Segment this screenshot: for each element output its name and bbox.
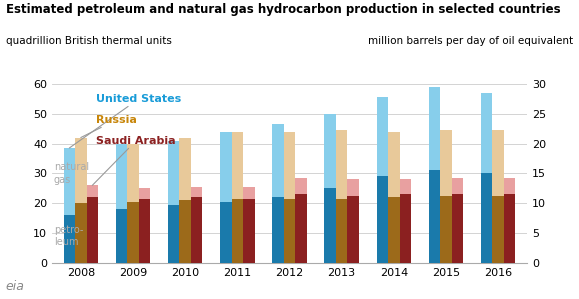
Bar xyxy=(336,199,347,263)
Bar xyxy=(179,138,191,200)
Bar xyxy=(284,199,295,263)
Bar xyxy=(295,178,307,194)
Bar xyxy=(295,194,307,263)
Bar xyxy=(400,194,411,263)
Bar xyxy=(127,202,139,263)
Bar xyxy=(116,144,127,209)
Bar xyxy=(429,87,440,170)
Bar xyxy=(75,138,86,203)
Bar xyxy=(452,194,463,263)
Text: Russia: Russia xyxy=(81,115,137,138)
Bar xyxy=(243,187,255,199)
Bar xyxy=(75,203,86,263)
Bar xyxy=(232,132,243,199)
Bar xyxy=(493,130,504,196)
Text: million barrels per day of oil equivalent: million barrels per day of oil equivalen… xyxy=(368,36,573,46)
Bar xyxy=(64,215,75,263)
Bar xyxy=(139,188,150,199)
Bar xyxy=(347,196,359,263)
Bar xyxy=(168,205,179,263)
Bar xyxy=(376,97,388,176)
Bar xyxy=(86,197,98,263)
Bar xyxy=(86,185,98,197)
Bar xyxy=(376,176,388,263)
Bar xyxy=(452,178,463,194)
Bar xyxy=(272,197,284,263)
Text: eia: eia xyxy=(6,280,25,293)
Bar xyxy=(116,209,127,263)
Bar xyxy=(243,199,255,263)
Bar xyxy=(191,187,203,197)
Text: Saudi Arabia: Saudi Arabia xyxy=(92,135,176,185)
Bar xyxy=(284,132,295,199)
Bar xyxy=(220,132,232,202)
Bar xyxy=(481,173,493,263)
Bar xyxy=(220,202,232,263)
Bar xyxy=(127,144,139,202)
Text: quadrillion British thermal units: quadrillion British thermal units xyxy=(6,36,171,46)
Bar xyxy=(336,130,347,199)
Bar xyxy=(324,188,336,263)
Bar xyxy=(504,178,515,194)
Bar xyxy=(440,130,452,196)
Bar xyxy=(232,199,243,263)
Text: natural
gas: natural gas xyxy=(54,162,89,184)
Bar xyxy=(429,170,440,263)
Bar xyxy=(179,200,191,263)
Bar xyxy=(504,194,515,263)
Bar xyxy=(493,196,504,263)
Text: petro-
leum: petro- leum xyxy=(54,225,83,247)
Text: Estimated petroleum and natural gas hydrocarbon production in selected countries: Estimated petroleum and natural gas hydr… xyxy=(6,3,560,16)
Text: United States: United States xyxy=(69,94,182,148)
Bar xyxy=(64,148,75,215)
Bar xyxy=(347,179,359,196)
Bar xyxy=(272,124,284,197)
Bar xyxy=(440,196,452,263)
Bar xyxy=(388,197,400,263)
Bar xyxy=(324,114,336,188)
Bar xyxy=(481,93,493,173)
Bar xyxy=(400,179,411,194)
Bar xyxy=(191,197,203,263)
Bar xyxy=(139,199,150,263)
Bar xyxy=(388,132,400,197)
Bar xyxy=(168,141,179,205)
